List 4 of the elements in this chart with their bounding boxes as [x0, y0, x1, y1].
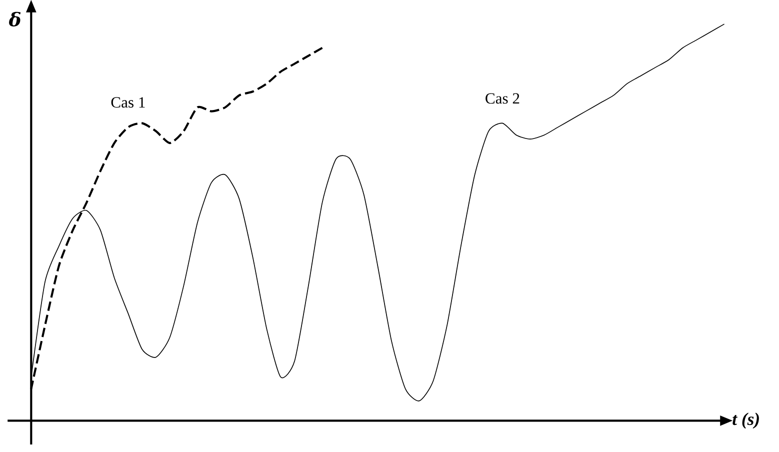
series-label: Cas 1 [111, 97, 145, 108]
series-label: Cas 2 [486, 93, 520, 104]
y-axis-title: δ [9, 12, 21, 27]
x-axis-title: t (s) [732, 412, 759, 429]
